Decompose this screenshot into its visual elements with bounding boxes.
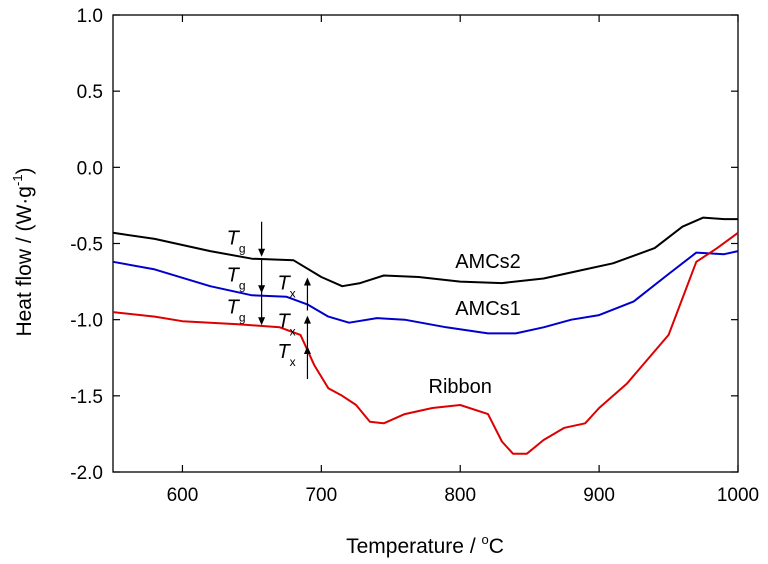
x-axis-unit: C [489, 535, 504, 558]
series-label-ribbon: Ribbon [429, 376, 492, 398]
y-axis-unit-superscript: -1 [10, 174, 25, 186]
y-tick-label: -0.5 [70, 235, 103, 256]
transition-marker-tg: Tg [227, 290, 266, 326]
annotation-label: Tx [277, 341, 295, 369]
y-tick-label: -1.5 [70, 387, 103, 408]
transition-marker-tx: Tx [277, 272, 311, 311]
x-tick-label: 600 [167, 485, 199, 506]
x-tick-label: 1000 [717, 485, 759, 506]
series-label-amcs2: AMCs2 [455, 251, 521, 273]
y-tick-label: 0.5 [77, 82, 103, 103]
y-axis-label: Heat flow / (W·g-1) [10, 167, 36, 336]
arrow-down-icon [258, 317, 266, 326]
annotation-label: Tg [227, 264, 246, 292]
plot-frame [112, 14, 739, 473]
series-line-amcs2 [112, 216, 738, 288]
transition-marker-tx: Tx [277, 341, 311, 380]
series-label-amcs1: AMCs1 [455, 298, 521, 320]
y-tick-label: 1.0 [77, 6, 103, 27]
y-axis-label-close: ) [13, 167, 36, 174]
plot-border [112, 14, 739, 473]
annotation-label: Tx [277, 311, 295, 339]
y-tick-label: -2.0 [70, 463, 103, 484]
x-tick-label: 800 [444, 485, 476, 506]
y-tick-label: 0.0 [77, 158, 103, 179]
arrow-up-icon [303, 346, 311, 355]
y-tick-label: -1.0 [70, 311, 103, 332]
arrow-up-icon [303, 315, 311, 324]
arrow-down-icon [258, 248, 266, 257]
series-layer: AMCs2 AMCs1 Ribbon [112, 216, 739, 455]
x-axis-label: Temperature / oC [346, 532, 504, 558]
tick-layer: 600 700 800 900 1000 1.0 0.5 0.0 -0.5 -1.0 -1.5 -2.… [70, 6, 759, 506]
arrow-up-icon [303, 277, 311, 286]
transition-marker-tg: Tg [227, 258, 266, 294]
x-axis-unit-superscript: o [482, 532, 489, 547]
annotation-label: Tg [227, 228, 246, 256]
series-line-amcs1 [112, 250, 739, 335]
x-tick-label: 900 [583, 485, 615, 506]
arrow-down-icon [258, 285, 266, 294]
series-line-ribbon [112, 231, 739, 455]
x-tick-label: 700 [305, 485, 337, 506]
transition-marker-tg: Tg [227, 221, 266, 257]
annotation-label: Tg [227, 296, 246, 324]
transition-marker-tx: Tx [277, 311, 311, 349]
annotation-label: Tx [277, 272, 295, 300]
